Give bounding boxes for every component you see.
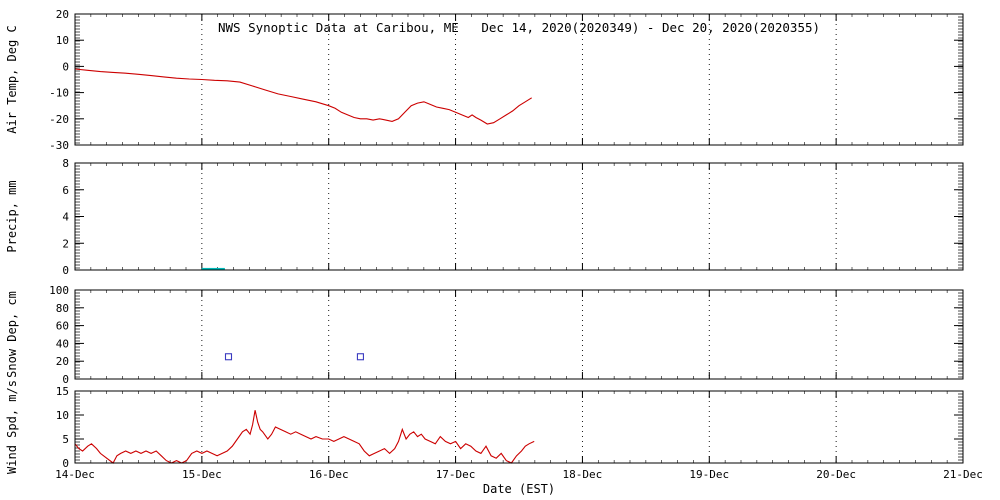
x-tick-label: 16-Dec — [309, 468, 349, 481]
y-tick-label: 0 — [62, 60, 69, 73]
y-tick-label: -30 — [49, 139, 69, 152]
x-tick-label: 21-Dec — [943, 468, 983, 481]
y-tick-label: 10 — [56, 34, 69, 47]
x-tick-label: 19-Dec — [689, 468, 729, 481]
y-axis-title: Air Temp, Deg C — [5, 25, 19, 133]
y-tick-label: 0 — [62, 373, 69, 386]
y-tick-label: 100 — [49, 284, 69, 297]
y-tick-label: 0 — [62, 264, 69, 277]
y-tick-label: 4 — [62, 211, 69, 224]
y-axis-title: Wind Spd, m/s — [5, 380, 19, 474]
y-tick-label: 5 — [62, 433, 69, 446]
snow-depth-marker — [224, 353, 233, 361]
snow-depth-marker — [356, 353, 364, 361]
y-tick-label: -20 — [49, 113, 69, 126]
y-tick-label: 60 — [56, 320, 69, 333]
panel-border — [74, 289, 964, 380]
chart-title: NWS Synoptic Data at Caribou, ME Dec 14,… — [218, 20, 820, 35]
x-tick-label: 20-Dec — [816, 468, 856, 481]
y-tick-label: -10 — [49, 87, 69, 100]
y-tick-label: 15 — [56, 385, 69, 398]
y-tick-label: 2 — [62, 237, 69, 250]
x-tick-label: 17-Dec — [436, 468, 476, 481]
wind-speed-series-line — [74, 410, 535, 464]
x-tick-label: 14-Dec — [55, 468, 95, 481]
panel-wind-speed: 0 5 10 15 Wind Spd, m/s — [5, 380, 964, 474]
x-tick-label: 18-Dec — [563, 468, 603, 481]
panel-precip: 0 2 4 6 8 Precip, mm — [5, 157, 964, 277]
air-temp-series-line — [74, 68, 532, 125]
panel-border — [74, 162, 964, 271]
y-tick-label: 80 — [56, 302, 69, 315]
y-axis-title: Precip, mm — [5, 180, 19, 252]
y-tick-label: 10 — [56, 409, 69, 422]
y-tick-label: 8 — [62, 157, 69, 170]
y-axis-title: Snow Dep, cm — [5, 291, 19, 378]
y-tick-label: 20 — [56, 355, 69, 368]
y-tick-label: 0 — [62, 457, 69, 470]
panel-border — [74, 390, 964, 464]
y-tick-label: 6 — [62, 184, 69, 197]
x-axis-title: Date (EST) — [483, 482, 555, 496]
panel-border — [74, 13, 964, 146]
panel-snow-depth: 0 20 40 60 80 100 Snow Dep, cm — [5, 284, 964, 386]
x-tick-label: 15-Dec — [182, 468, 222, 481]
panel-air-temp: -30 -20 -10 0 10 20 Air Temp, Deg C — [5, 8, 964, 152]
y-tick-label: 40 — [56, 337, 69, 350]
y-tick-label: 20 — [56, 8, 69, 21]
